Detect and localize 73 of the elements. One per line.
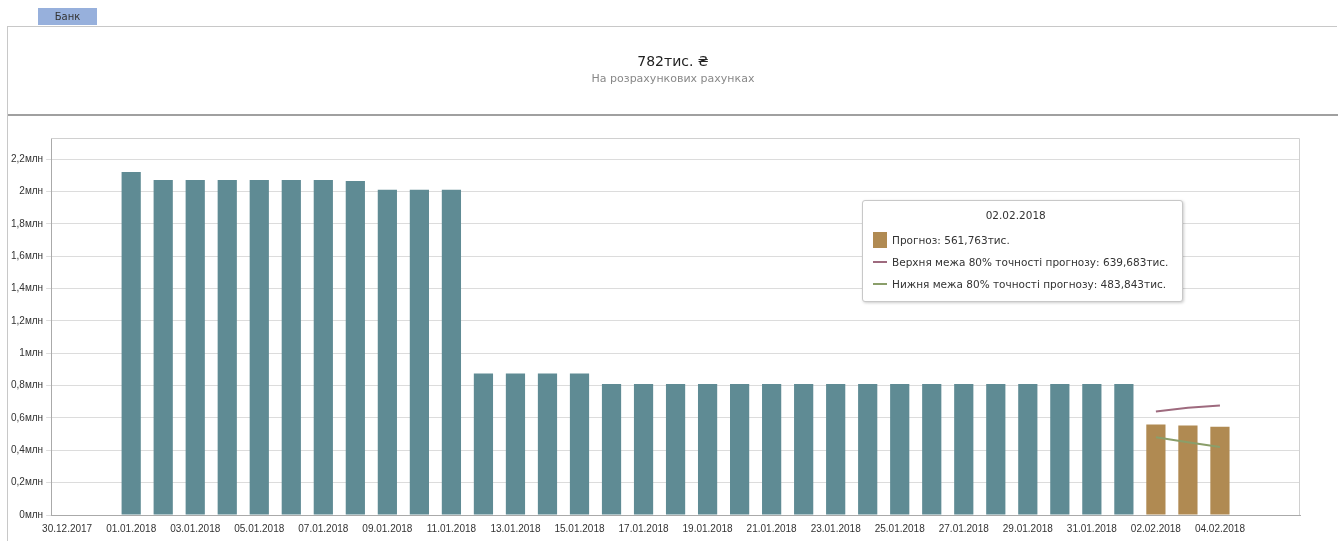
bar	[1050, 383, 1070, 515]
bar	[249, 180, 269, 515]
bar	[153, 180, 173, 515]
bar	[1114, 383, 1134, 515]
x-tick-label: 04.02.2018	[1194, 522, 1246, 534]
y-tick-label: 0млн	[19, 508, 44, 520]
annotation: Нижня межа 80% точності прогнозу: 483,843тис.	[892, 278, 1167, 290]
y-tick-label: 0,4млн	[10, 444, 44, 456]
y-tick-label: 1,8млн	[10, 217, 44, 229]
x-tick-label: 09.01.2018	[362, 522, 413, 534]
x-tick-label: 27.01.2018	[938, 522, 990, 534]
bar	[633, 383, 654, 515]
bar	[1178, 425, 1198, 515]
annotation: Верхня межа 80% точності прогнозу: 639,683тис.	[892, 256, 1169, 268]
bar	[505, 373, 526, 515]
bar	[281, 180, 301, 515]
y-tick-label: 1млн	[19, 346, 44, 358]
x-tick-label: 21.01.2018	[746, 522, 798, 534]
chart-title: 782тис. ₴	[636, 53, 710, 69]
bar	[665, 383, 686, 515]
x-tick-label: 07.01.2018	[298, 522, 349, 534]
y-tick-label: 2млн	[19, 185, 44, 197]
bar	[697, 383, 718, 515]
bar	[730, 383, 750, 515]
x-tick-label: 13.01.2018	[490, 522, 541, 534]
y-tick-label: 0,2млн	[10, 476, 44, 488]
bar	[121, 171, 141, 515]
bar	[537, 373, 558, 515]
x-tick-label: 29.01.2018	[1002, 522, 1054, 534]
bar	[1018, 383, 1038, 515]
bar	[954, 383, 974, 515]
bar	[185, 180, 205, 515]
x-tick-label: 31.01.2018	[1066, 522, 1118, 534]
bar	[313, 180, 333, 515]
bar	[986, 383, 1006, 515]
bar	[601, 383, 622, 515]
bar	[890, 383, 910, 515]
x-tick-label: 03.01.2018	[170, 522, 221, 534]
x-tick-label: 05.01.2018	[234, 522, 285, 534]
bar	[1082, 383, 1102, 515]
y-tick-label: 0,6млн	[10, 411, 44, 423]
x-tick-label: 30.12.2017	[42, 522, 93, 534]
bar	[1146, 424, 1166, 515]
text: Банк	[38, 8, 97, 25]
y-tick-label: 2,2млн	[10, 152, 44, 164]
x-tick-label: 15.01.2018	[554, 522, 605, 534]
y-tick-label: 1,2млн	[10, 314, 44, 326]
bar	[345, 180, 365, 515]
x-tick-label: 25.01.2018	[874, 522, 926, 534]
x-tick-label: 17.01.2018	[618, 522, 669, 534]
bar	[794, 383, 814, 515]
x-tick-label: 11.01.2018	[426, 522, 477, 534]
x-tick-label: 19.01.2018	[682, 522, 734, 534]
chart-subtitle: На розрахункових рахунках	[590, 72, 756, 85]
bar	[858, 383, 878, 515]
y-tick-label: 1,4млн	[10, 282, 44, 294]
bar	[1210, 426, 1230, 515]
y-tick-label: 0,8млн	[10, 379, 44, 391]
x-tick-label: 23.01.2018	[810, 522, 862, 534]
bar	[409, 189, 429, 515]
x-tick-label: 01.01.2018	[106, 522, 157, 534]
bar	[377, 189, 397, 515]
bar	[441, 189, 462, 515]
bar	[569, 373, 590, 515]
bar	[217, 180, 237, 515]
annotation: Прогноз: 561,763тис.	[892, 234, 1010, 246]
bar	[473, 373, 494, 515]
x-tick-label: 02.02.2018	[1130, 522, 1182, 534]
bar	[762, 383, 782, 515]
y-tick-label: 1,6млн	[10, 249, 44, 261]
bar	[922, 383, 942, 515]
annotation: 02.02.2018	[984, 209, 1047, 221]
bar	[826, 383, 846, 515]
